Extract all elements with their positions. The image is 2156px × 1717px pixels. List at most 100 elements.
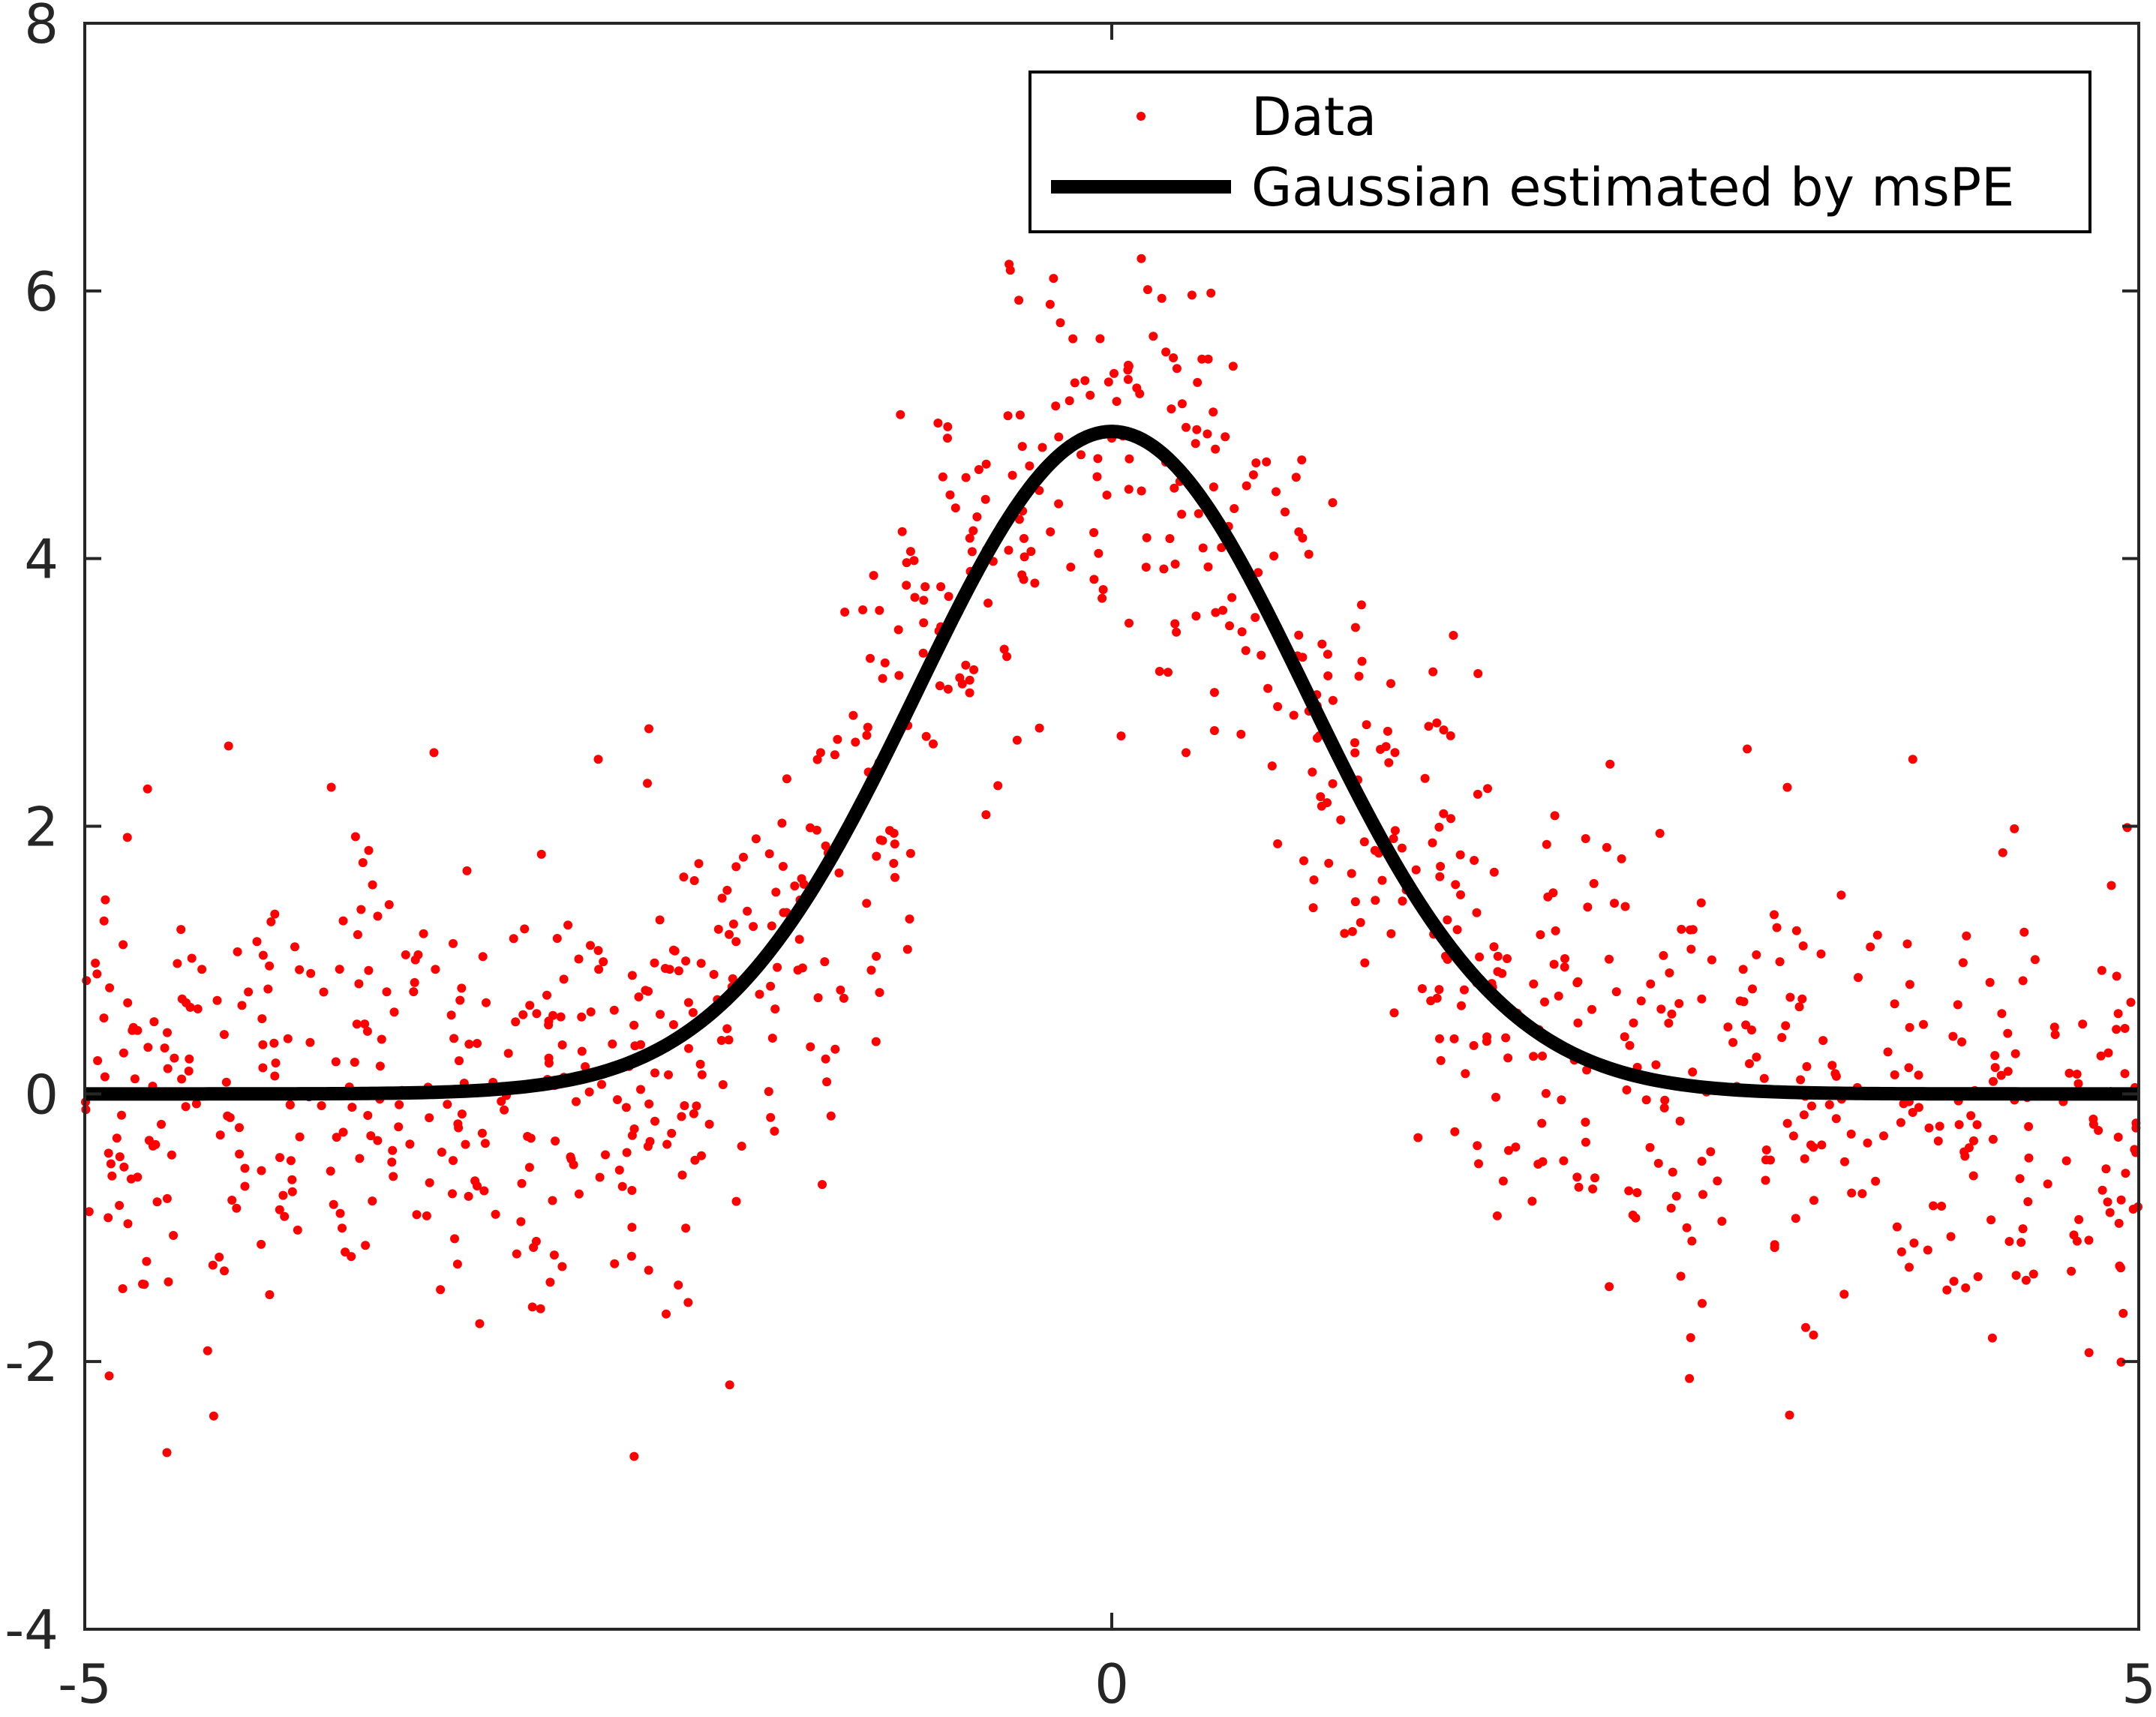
y-tick-label: -4 (5, 1598, 59, 1661)
data-point (197, 965, 207, 974)
data-point (1989, 1076, 1998, 1086)
data-point (636, 1085, 645, 1094)
data-point (1809, 1196, 1818, 1205)
data-point (1211, 608, 1221, 617)
data-point (2097, 965, 2106, 975)
data-point (718, 1080, 728, 1089)
data-point (449, 1156, 458, 1166)
data-point (577, 1012, 587, 1022)
data-point (1094, 548, 1104, 558)
data-point (793, 965, 803, 975)
data-point (142, 1256, 152, 1266)
data-point (258, 1063, 268, 1073)
data-point (176, 925, 186, 935)
data-point (875, 605, 884, 615)
data-point (92, 969, 102, 979)
data-point (919, 596, 929, 605)
data-point (1788, 1131, 1798, 1141)
data-point (1446, 731, 1455, 740)
y-axis-tick-labels: -4 -2 0 2 4 6 8 (5, 0, 59, 1661)
data-point (524, 1163, 534, 1172)
y-tick-label: -2 (5, 1331, 59, 1394)
data-point (929, 739, 938, 749)
data-point (1187, 290, 1197, 300)
data-point (1836, 890, 1846, 900)
data-point (2097, 1185, 2107, 1195)
data-point (1807, 1101, 1816, 1111)
x-axis-tick-labels: -5 0 5 (58, 1652, 2156, 1715)
data-point (1299, 856, 1308, 866)
data-point (319, 987, 329, 997)
data-point (1328, 498, 1338, 508)
data-point (1309, 875, 1319, 884)
data-point (862, 899, 872, 908)
data-point (151, 1139, 161, 1149)
data-point (1089, 528, 1099, 537)
data-point (117, 1110, 126, 1120)
data-point (436, 1285, 446, 1295)
data-point (1004, 260, 1014, 269)
data-point (1124, 485, 1134, 494)
data-point (100, 1072, 110, 1082)
data-point (2021, 1275, 2031, 1285)
data-point (1371, 896, 1380, 905)
data-point (1135, 389, 1145, 398)
data-point (878, 836, 887, 845)
data-point (1996, 1070, 2006, 1080)
data-point (326, 1166, 335, 1176)
data-point (2112, 1025, 2121, 1034)
data-point (409, 987, 419, 997)
data-point (1537, 1118, 1547, 1128)
data-point (1504, 1145, 1513, 1155)
data-point (1818, 1036, 1828, 1046)
data-point (1472, 908, 1482, 917)
data-point (999, 644, 1009, 654)
data-point (893, 625, 903, 635)
data-point (1432, 718, 1442, 728)
data-point (1170, 619, 1180, 629)
data-point (1923, 1245, 1932, 1255)
data-point (2003, 1028, 2013, 1038)
data-point (1905, 980, 1914, 989)
data-point (1428, 667, 1438, 677)
data-point (542, 990, 551, 1000)
data-point (162, 1448, 172, 1457)
data-point (1350, 748, 1360, 758)
data-point (1304, 549, 1314, 559)
data-point (2061, 1156, 2071, 1166)
data-point (597, 1079, 606, 1089)
data-point (1308, 767, 1317, 777)
data-point (778, 862, 788, 871)
data-point (1605, 759, 1615, 769)
data-point (478, 952, 488, 962)
data-point (1847, 1188, 1857, 1198)
data-point (1655, 829, 1665, 838)
legend-box (1028, 71, 2091, 233)
data-point (2074, 1214, 2084, 1224)
data-point (2103, 1048, 2113, 1058)
data-point (645, 1136, 655, 1146)
data-point (1698, 1298, 1707, 1308)
data-point (1664, 1019, 1674, 1028)
data-point (1356, 600, 1366, 610)
data-point (1503, 1053, 1513, 1063)
data-point (563, 920, 573, 930)
data-point (848, 710, 858, 720)
data-point (99, 1013, 109, 1023)
data-point (1242, 481, 1251, 491)
data-point (1350, 897, 1360, 907)
data-point (119, 1048, 128, 1058)
data-point (240, 1181, 250, 1191)
data-point (1548, 888, 1558, 898)
data-point (1198, 543, 1208, 553)
data-point (656, 1010, 665, 1019)
data-point (2088, 1119, 2098, 1129)
data-point (193, 1004, 203, 1013)
data-point (280, 1211, 290, 1221)
data-point (2011, 1271, 2021, 1280)
data-point (945, 490, 955, 500)
data-point (1209, 482, 1218, 492)
data-point (163, 1064, 173, 1073)
data-point (905, 914, 914, 924)
data-point (1155, 667, 1164, 676)
